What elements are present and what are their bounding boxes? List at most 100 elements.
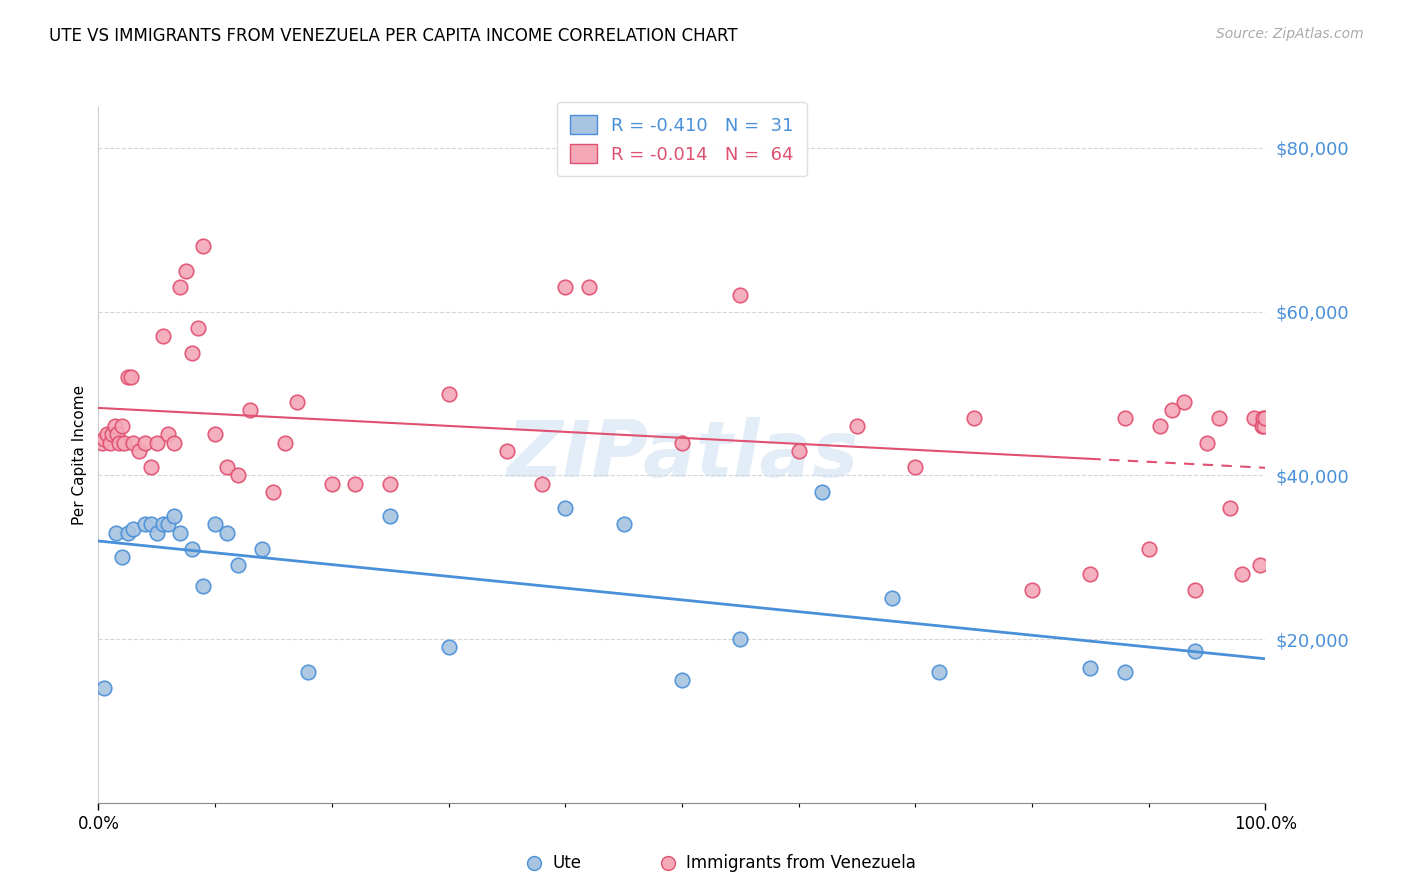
- Point: [1230, 566, 1253, 581]
- Point: [1251, 411, 1274, 425]
- Point: [146, 435, 169, 450]
- Point: [730, 632, 752, 646]
- Point: [1080, 661, 1102, 675]
- Point: [380, 509, 402, 524]
- Point: [880, 591, 903, 606]
- Point: [1254, 411, 1277, 425]
- Point: [380, 476, 402, 491]
- Point: [1243, 411, 1265, 425]
- Point: [962, 411, 984, 425]
- Point: [496, 443, 519, 458]
- Point: [163, 435, 186, 450]
- Point: [1080, 566, 1102, 581]
- Point: [204, 517, 226, 532]
- Point: [671, 673, 693, 687]
- Point: [117, 525, 139, 540]
- Point: [108, 435, 131, 450]
- Point: [612, 517, 634, 532]
- Point: [1249, 558, 1271, 573]
- Point: [1219, 501, 1241, 516]
- Point: [134, 435, 156, 450]
- Point: [180, 345, 202, 359]
- Point: [187, 321, 209, 335]
- Point: [169, 280, 191, 294]
- Point: [787, 443, 810, 458]
- Point: [139, 460, 162, 475]
- Point: [105, 427, 128, 442]
- Point: [530, 476, 553, 491]
- Point: [134, 517, 156, 532]
- Point: [1137, 542, 1160, 557]
- Point: [1173, 394, 1195, 409]
- Point: [578, 280, 600, 294]
- Point: [262, 484, 284, 499]
- Point: [152, 517, 174, 532]
- Point: [96, 427, 118, 442]
- Point: [437, 640, 460, 655]
- Text: Ute: Ute: [553, 855, 582, 872]
- Point: [180, 542, 202, 557]
- Point: [117, 370, 139, 384]
- Text: UTE VS IMMIGRANTS FROM VENEZUELA PER CAPITA INCOME CORRELATION CHART: UTE VS IMMIGRANTS FROM VENEZUELA PER CAP…: [49, 27, 738, 45]
- Legend: R = -0.410   N =  31, R = -0.014   N =  64: R = -0.410 N = 31, R = -0.014 N = 64: [557, 103, 807, 177]
- Text: ZIPatlas: ZIPatlas: [506, 417, 858, 493]
- Point: [1184, 644, 1206, 658]
- Point: [554, 501, 576, 516]
- Point: [122, 435, 145, 450]
- Point: [1184, 582, 1206, 597]
- Point: [104, 525, 127, 540]
- Point: [846, 419, 869, 434]
- Point: [163, 509, 186, 524]
- Point: [239, 403, 262, 417]
- Point: [93, 681, 115, 696]
- Point: [146, 525, 169, 540]
- Point: [228, 468, 250, 483]
- Point: [128, 443, 150, 458]
- Point: [554, 280, 576, 294]
- Point: [928, 665, 950, 679]
- Point: [1114, 665, 1136, 679]
- Point: [811, 484, 834, 499]
- Y-axis label: Per Capita Income: Per Capita Income: [72, 384, 87, 525]
- Point: [228, 558, 250, 573]
- Point: [101, 427, 124, 442]
- Point: [204, 427, 226, 442]
- Point: [174, 264, 197, 278]
- Point: [344, 476, 367, 491]
- Point: [1114, 411, 1136, 425]
- Point: [98, 435, 121, 450]
- Point: [104, 419, 127, 434]
- Point: [215, 460, 238, 475]
- Point: [274, 435, 297, 450]
- Point: [437, 386, 460, 401]
- Point: [193, 239, 215, 253]
- Point: [193, 579, 215, 593]
- Point: [1251, 419, 1274, 434]
- Point: [904, 460, 927, 475]
- Point: [90, 435, 112, 450]
- Point: [1149, 419, 1171, 434]
- Point: [122, 522, 145, 536]
- Point: [297, 665, 319, 679]
- Point: [152, 329, 174, 343]
- Point: [111, 550, 134, 565]
- Point: [157, 427, 180, 442]
- Point: [285, 394, 308, 409]
- Point: [169, 525, 191, 540]
- Point: [321, 476, 343, 491]
- Point: [157, 517, 180, 532]
- Point: [139, 517, 162, 532]
- Point: [730, 288, 752, 302]
- Point: [1197, 435, 1219, 450]
- Point: [112, 435, 135, 450]
- Point: [1253, 419, 1275, 434]
- Text: Source: ZipAtlas.com: Source: ZipAtlas.com: [1216, 27, 1364, 41]
- Point: [215, 525, 238, 540]
- Point: [93, 432, 115, 446]
- Point: [120, 370, 142, 384]
- Point: [1161, 403, 1184, 417]
- Point: [1021, 582, 1043, 597]
- Point: [111, 419, 134, 434]
- Text: Immigrants from Venezuela: Immigrants from Venezuela: [686, 855, 915, 872]
- Point: [1208, 411, 1230, 425]
